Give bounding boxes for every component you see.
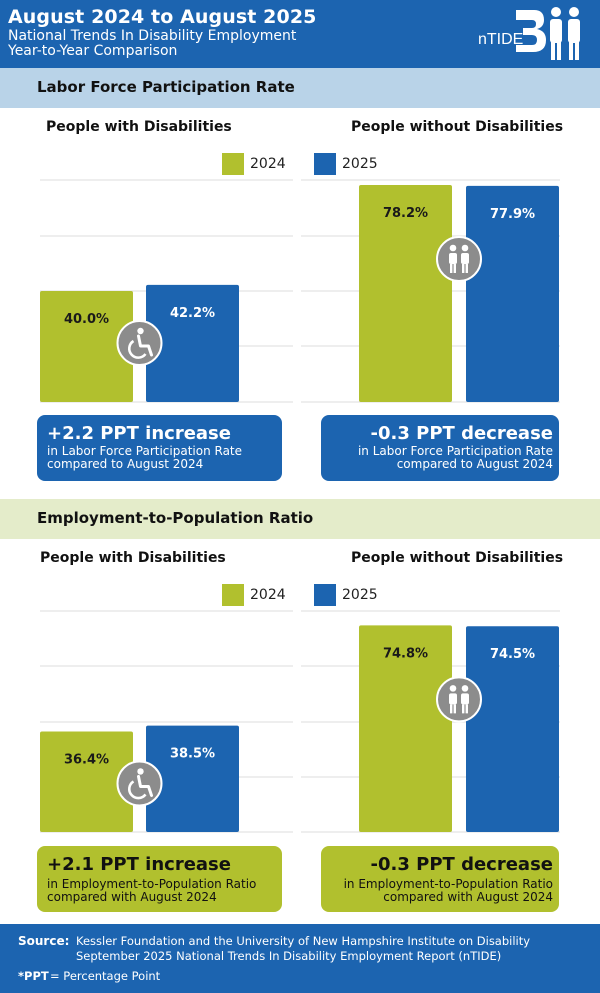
- data-label: 74.5%: [490, 647, 535, 662]
- legend-swatch-2025: [314, 584, 336, 606]
- icon-person-leg: [450, 704, 453, 714]
- data-label: 40.0%: [64, 312, 109, 327]
- wheelchair-icon: [116, 320, 163, 366]
- legend-label-2025: 2025: [342, 587, 378, 603]
- callout-headline: -0.3 PPT decrease: [370, 854, 553, 875]
- bar-2025: [466, 185, 559, 402]
- data-label: 36.4%: [64, 752, 109, 767]
- callout-headline: -0.3 PPT decrease: [370, 423, 553, 444]
- icon-person-head: [449, 244, 457, 252]
- icon-person-leg: [465, 704, 468, 714]
- data-label: 78.2%: [383, 206, 428, 221]
- icon-person-leg: [453, 704, 456, 714]
- callout-headline: +2.1 PPT increase: [47, 854, 231, 875]
- icon-wheel: [128, 780, 147, 800]
- callout-with-disabilities-epr: +2.1 PPT increase in Employment-to-Popul…: [37, 846, 282, 912]
- note-value: = Percentage Point: [50, 969, 161, 983]
- callout-headline: +2.2 PPT increase: [47, 423, 231, 444]
- people-icon: [436, 676, 482, 723]
- callout-line1: in Labor Force Participation Rate: [47, 444, 243, 458]
- chart-legend: 2024 2025: [222, 584, 392, 606]
- chart-title-with-disabilities: People with Disabilities: [40, 550, 226, 566]
- icon-person-body: [449, 693, 457, 705]
- footer-source: Source: Kessler Foundation and the Unive…: [0, 924, 600, 993]
- icon-person-body: [449, 252, 457, 264]
- icon-head: [137, 768, 144, 775]
- icon-body: [137, 774, 153, 797]
- icon-person-body: [461, 252, 469, 264]
- legend-swatch-2024: [222, 153, 244, 175]
- bar-2024: [40, 291, 133, 402]
- chart-title-with-disabilities: People with Disabilities: [46, 119, 232, 135]
- icon-person-leg: [465, 263, 468, 273]
- icon-person-body: [461, 693, 469, 705]
- data-label: 38.5%: [170, 747, 215, 762]
- bar-2024: [359, 184, 452, 402]
- icon-person-head: [449, 685, 457, 692]
- data-label: 74.8%: [383, 646, 428, 661]
- callout-line2: compared to August 2024: [47, 457, 204, 471]
- bar-2025: [146, 725, 239, 832]
- source-line2: September 2025 National Trends In Disabi…: [76, 949, 502, 963]
- chart-title-without-disabilities: People without Disabilities: [351, 119, 564, 135]
- callout-line2: compared with August 2024: [47, 890, 217, 904]
- legend-swatch-2025: [314, 153, 336, 175]
- icon-badge: [436, 235, 482, 282]
- icon-person-head: [461, 685, 469, 692]
- section-header-employment-ratio: Employment-to-Population Ratio: [0, 499, 600, 539]
- bar-2025: [146, 284, 239, 402]
- callout-line1: in Labor Force Participation Rate: [357, 444, 553, 458]
- callout-line2: compared with August 2024: [383, 890, 553, 904]
- header-banner: August 2024 to August 2025 National Tren…: [0, 0, 600, 68]
- note-key: *PPT: [18, 969, 49, 983]
- wheelchair-icon: [116, 760, 163, 807]
- icon-person-leg: [462, 704, 465, 714]
- icon-person-leg: [450, 263, 453, 273]
- callout-with-disabilities-lfpr: +2.2 PPT increase in Labor Force Partici…: [37, 415, 282, 481]
- callout-line2: compared to August 2024: [396, 457, 553, 471]
- data-label: 77.9%: [490, 207, 535, 222]
- section-header-labor-force: Labor Force Participation Rate: [0, 68, 600, 108]
- ntide-logo: nTIDE: [478, 4, 588, 64]
- icon-body: [137, 334, 153, 357]
- data-label: 42.2%: [170, 306, 215, 321]
- section-title: Labor Force Participation Rate: [37, 78, 295, 96]
- people-icon: [436, 235, 482, 282]
- callout-line1: in Employment-to-Population Ratio: [47, 877, 257, 891]
- logo-figures-icon: [516, 7, 580, 60]
- legend-swatch-2024: [222, 584, 244, 606]
- legend-label-2025: 2025: [342, 156, 378, 172]
- legend-label-2024: 2024: [250, 587, 286, 603]
- bar-2024: [359, 625, 452, 832]
- icon-head: [137, 327, 144, 335]
- source-line1: Kessler Foundation and the University of…: [76, 934, 531, 948]
- page-subtitle-line1: National Trends In Disability Employment: [8, 28, 297, 44]
- bar-2024: [40, 731, 133, 832]
- page-title: August 2024 to August 2025: [8, 6, 317, 28]
- logo-text: nTIDE: [478, 31, 524, 48]
- chart-legend: 2024 2025: [222, 153, 392, 175]
- section-title: Employment-to-Population Ratio: [37, 509, 314, 527]
- chart-title-without-disabilities: People without Disabilities: [351, 550, 564, 566]
- callout-without-disabilities-epr: -0.3 PPT decrease in Employment-to-Popul…: [321, 846, 559, 912]
- icon-badge: [436, 676, 482, 723]
- source-label: Source:: [18, 934, 70, 948]
- callout-without-disabilities-lfpr: -0.3 PPT decrease in Labor Force Partici…: [321, 415, 559, 481]
- icon-person-head: [461, 244, 469, 252]
- page-subtitle-line2: Year-to-Year Comparison: [8, 43, 178, 59]
- bar-2025: [466, 626, 559, 832]
- callout-line1: in Employment-to-Population Ratio: [343, 877, 553, 891]
- icon-person-leg: [453, 263, 456, 273]
- legend-label-2024: 2024: [250, 156, 286, 172]
- icon-wheel: [128, 339, 147, 359]
- icon-person-leg: [462, 263, 465, 273]
